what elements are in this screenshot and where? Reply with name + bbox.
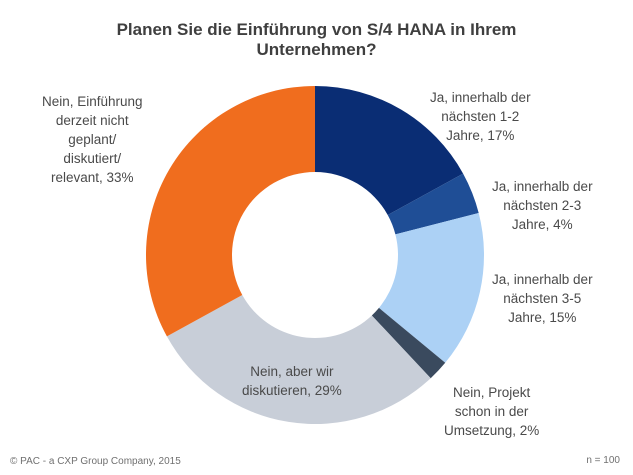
donut-segment-nein-nicht-geplant — [145, 86, 315, 337]
label-ja-2-3-jahre: Ja, innerhalb der nächsten 2-3 Jahre, 4% — [492, 179, 593, 232]
label-ja-3-5-jahre: Ja, innerhalb der nächsten 3-5 Jahre, 15… — [492, 272, 593, 325]
label-ja-1-2-jahre: Ja, innerhalb der nächsten 1-2 Jahre, 17… — [430, 90, 531, 143]
donut-segment-ja-1-2-jahre — [315, 86, 464, 216]
sample-size-note: n = 100 — [586, 455, 620, 466]
label-nein-aber-diskutieren: Nein, aber wir diskutieren, 29% — [242, 364, 342, 398]
label-nein-projekt-umsetzung: Nein, Projekt schon in der Umsetzung, 2% — [444, 385, 540, 438]
chart-title-line-1: Planen Sie die Einführung von S/4 HANA i… — [116, 20, 517, 39]
donut-segment-nein-aber-diskutieren — [166, 294, 431, 424]
chart-title-line-2: Unternehmen? — [256, 40, 377, 59]
donut-segment-nein-projekt-umsetzung — [371, 307, 446, 379]
chart-title: Planen Sie die Einführung von S/4 HANA i… — [0, 20, 633, 60]
donut-segment-ja-2-3-jahre — [387, 173, 479, 235]
copyright-note: © PAC - a CXP Group Company, 2015 — [10, 456, 181, 467]
label-nein-nicht-geplant: Nein, Einführung derzeit nicht geplant/ … — [42, 94, 143, 185]
donut-segment-ja-3-5-jahre — [378, 212, 484, 363]
